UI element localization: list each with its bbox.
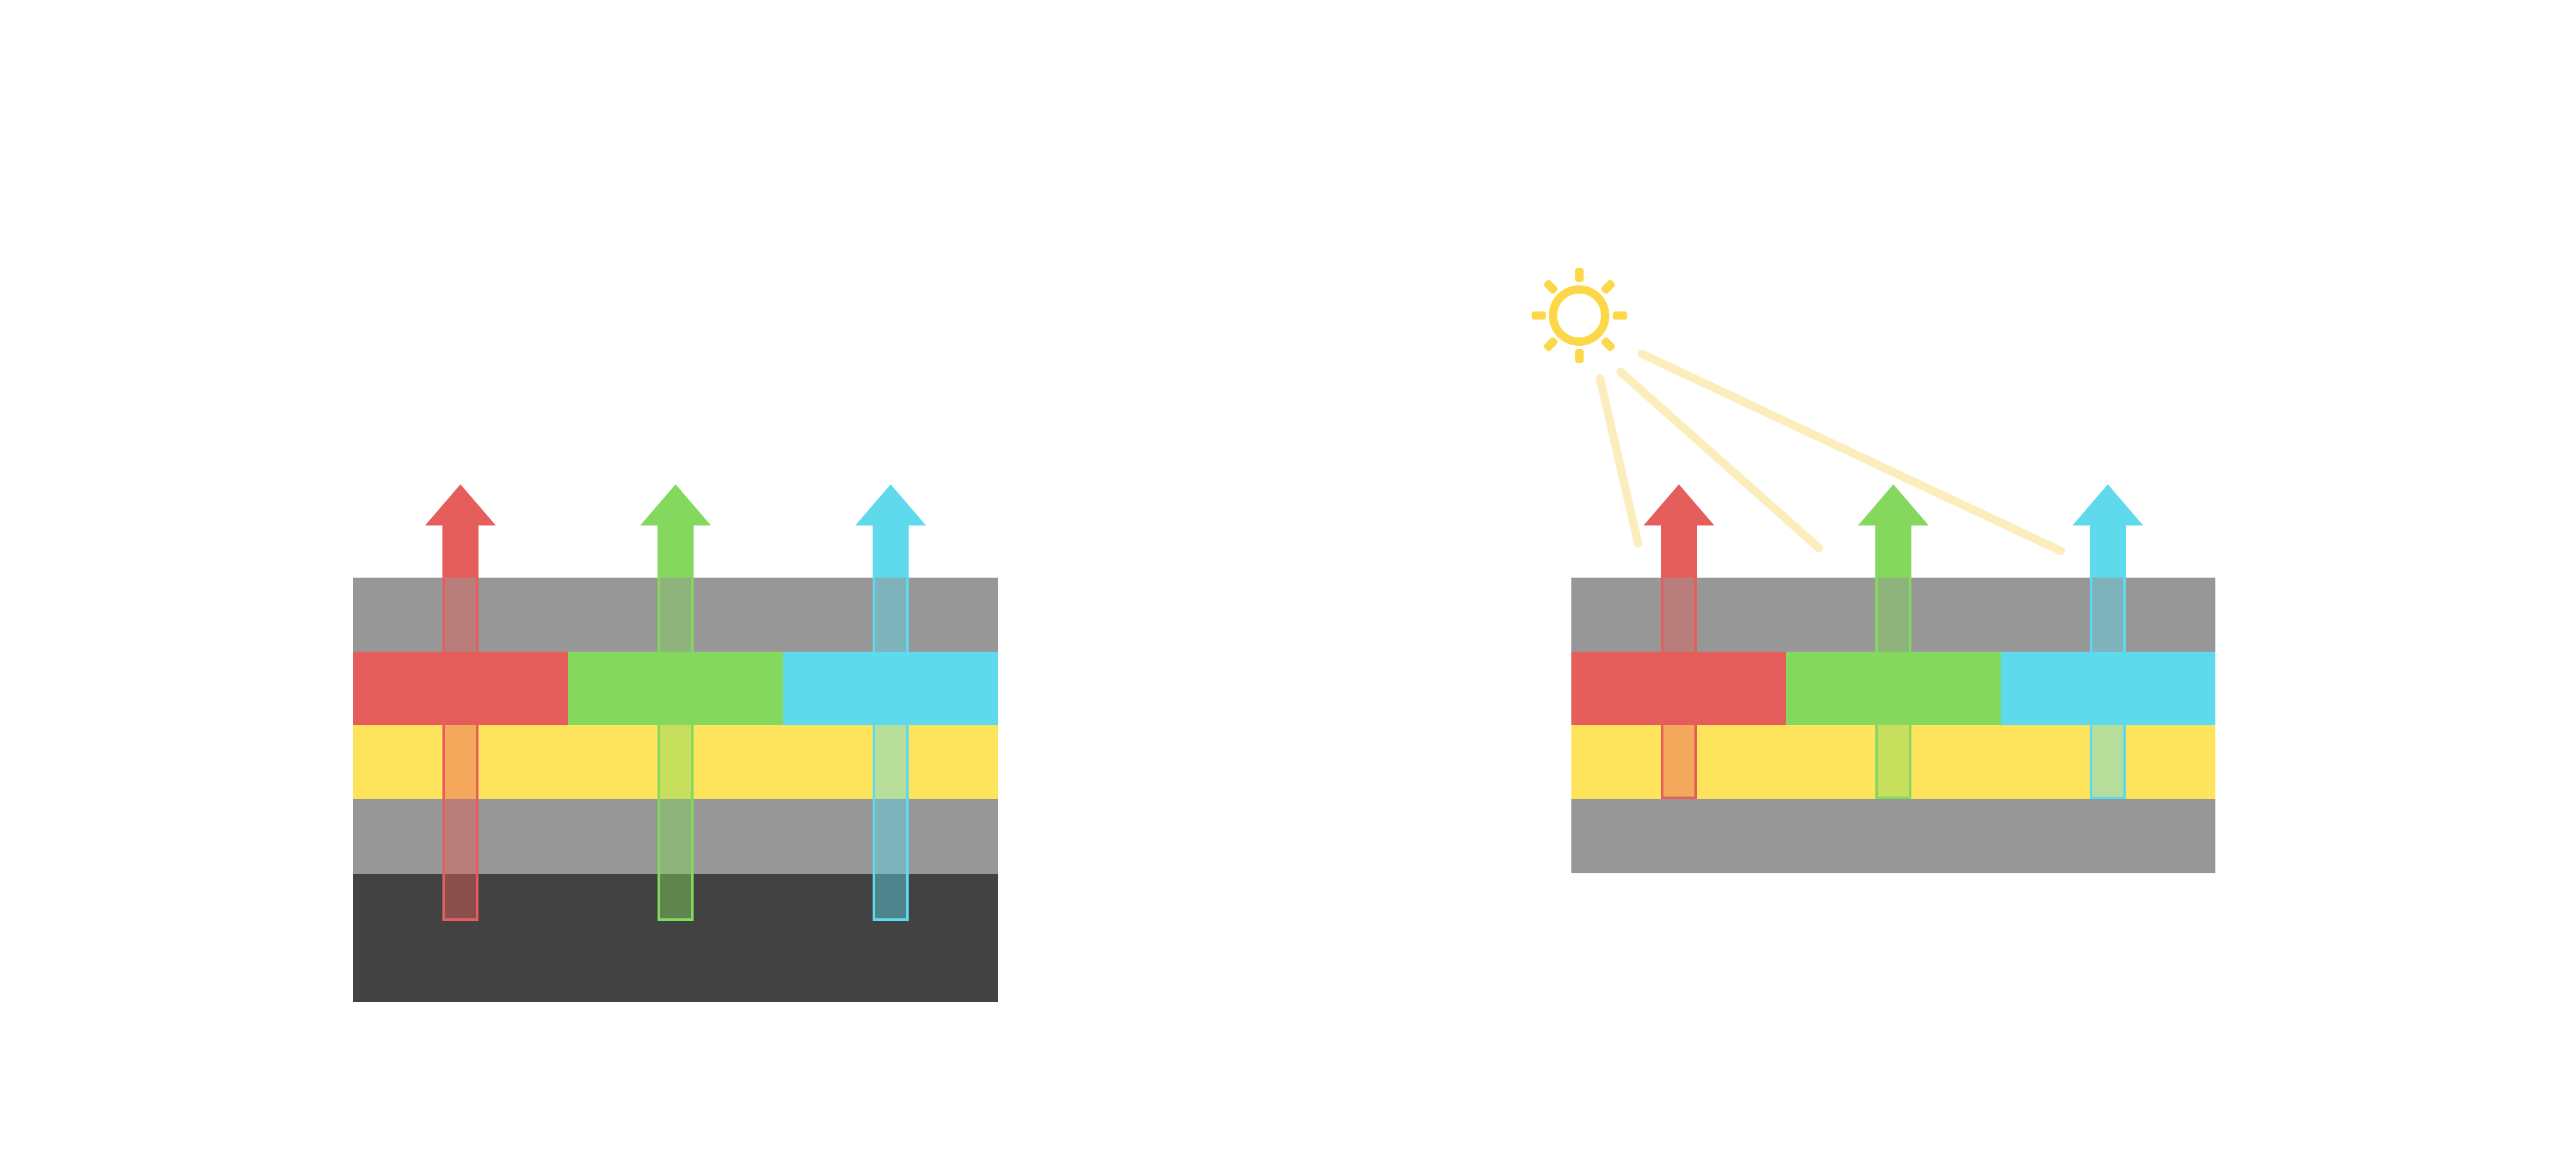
sun-tick-icon bbox=[1575, 268, 1584, 282]
left-red-subpixel-segment bbox=[353, 652, 568, 725]
right-green-arrow-shaft bbox=[1875, 525, 1911, 578]
right-top-gray-layer bbox=[1571, 578, 2215, 652]
left-red-arrow-shaft bbox=[442, 525, 478, 578]
left-green-subpixel-segment bbox=[568, 652, 783, 725]
right-cyan-arrow-shaft bbox=[2090, 525, 2126, 578]
right-cyan-arrow-shaft-through-stack bbox=[2090, 578, 2126, 799]
sun-tick-icon bbox=[1531, 311, 1546, 320]
right-red-arrow-head bbox=[1643, 484, 1714, 525]
right-red-arrow-shaft-through-stack bbox=[1661, 578, 1697, 799]
left-cyan-arrow-shaft bbox=[873, 525, 909, 578]
sun-tick-icon bbox=[1600, 279, 1616, 295]
right-red-subpixel-segment bbox=[1571, 652, 1786, 725]
left-green-arrow-shaft bbox=[658, 525, 694, 578]
left-red-arrow-shaft-through-stack bbox=[442, 578, 478, 921]
left-cyan-arrow-shaft-through-stack bbox=[873, 578, 909, 921]
left-dark-backlight-layer bbox=[353, 874, 998, 1002]
right-bottom-gray-layer bbox=[1571, 799, 2215, 873]
sun-tick-icon bbox=[1600, 336, 1616, 352]
sun-ray-steep bbox=[1595, 373, 1643, 549]
right-red-arrow-shaft bbox=[1661, 525, 1697, 578]
sun-tick-icon bbox=[1542, 279, 1558, 295]
sun-tick-icon bbox=[1613, 311, 1627, 320]
sun-tick-icon bbox=[1575, 349, 1584, 363]
left-top-gray-layer bbox=[353, 578, 998, 652]
right-green-arrow-head bbox=[1858, 484, 1929, 525]
left-yellow-layer bbox=[353, 725, 998, 799]
sun-circle bbox=[1549, 285, 1609, 346]
left-green-arrow-shaft-through-stack bbox=[658, 578, 694, 921]
right-green-subpixel-segment bbox=[1786, 652, 2001, 725]
right-green-arrow-shaft-through-stack bbox=[1875, 578, 1911, 799]
right-cyan-subpixel-segment bbox=[2001, 652, 2215, 725]
sun-tick-icon bbox=[1542, 336, 1558, 352]
left-cyan-subpixel-segment bbox=[783, 652, 998, 725]
right-yellow-layer bbox=[1571, 725, 2215, 799]
left-bottom-gray-layer bbox=[353, 799, 998, 874]
right-cyan-arrow-head bbox=[2072, 484, 2143, 525]
